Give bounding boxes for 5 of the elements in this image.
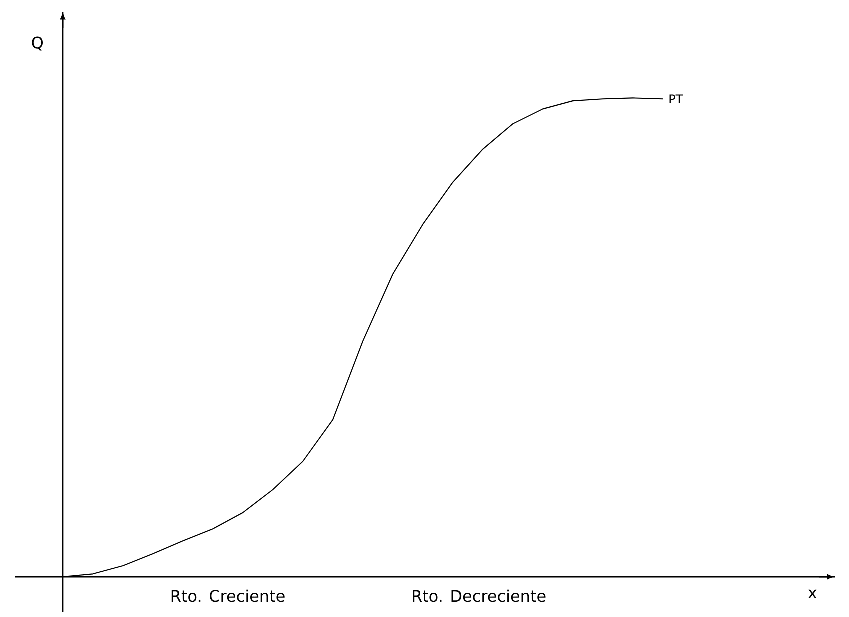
text: Rto. Creciente — [172, 590, 285, 602]
y-axis-title: Q — [32, 36, 44, 51]
text: Rto. Decreciente — [413, 590, 546, 602]
text: x — [808, 590, 817, 599]
series-label: PT — [670, 94, 684, 104]
